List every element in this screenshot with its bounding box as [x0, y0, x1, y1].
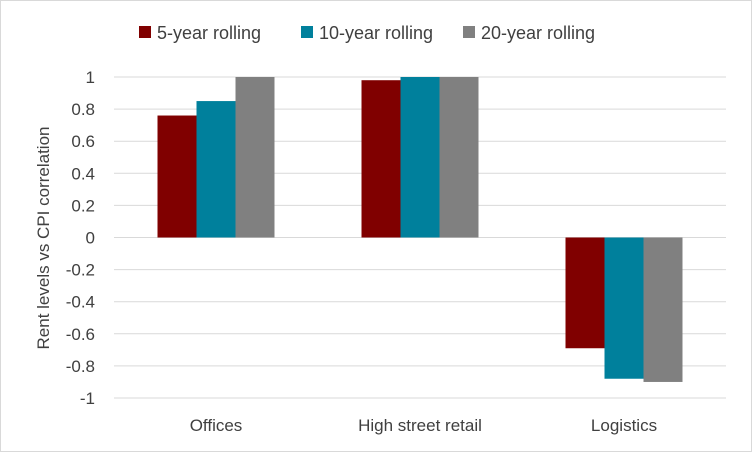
bar-logistics-series-3	[643, 237, 683, 382]
x-category-label: Offices	[190, 416, 243, 435]
y-tick-label: 0.6	[71, 132, 95, 151]
y-tick-label: 0.2	[71, 196, 95, 215]
bar-offices-series-2	[196, 101, 236, 238]
y-axis-title: Rent levels vs CPI correlation	[34, 127, 53, 350]
legend: 5-year rolling 10-year rolling 20-year rol…	[139, 23, 595, 43]
x-axis-category-labels: Offices High street retail Logistics	[190, 416, 657, 435]
bars	[157, 77, 683, 382]
bar-logistics-series-2	[604, 237, 644, 379]
bar-logistics-series-1	[565, 237, 605, 349]
legend-swatch	[463, 26, 475, 38]
y-tick-label: -0.6	[66, 325, 95, 344]
legend-label: 10-year rolling	[319, 23, 433, 43]
y-tick-label: 0.8	[71, 100, 95, 119]
bar-high-street-retail-series-2	[400, 77, 440, 238]
y-axis-tick-labels: 1 0.8 0.6 0.4 0.2 0 -0.2 -0.4 -0.6 -0.8 -1	[66, 68, 95, 408]
y-tick-label: -0.2	[66, 261, 95, 280]
y-tick-label: 1	[86, 68, 95, 87]
x-category-label: High street retail	[358, 416, 482, 435]
y-tick-label: -1	[80, 389, 95, 408]
y-tick-label: -0.4	[66, 293, 95, 312]
y-tick-label: 0.4	[71, 164, 95, 183]
legend-label: 5-year rolling	[157, 23, 261, 43]
bar-offices-series-1	[157, 115, 197, 238]
bar-offices-series-3	[235, 77, 275, 238]
y-tick-label: 0	[86, 229, 95, 248]
bar-high-street-retail-series-3	[439, 77, 479, 238]
legend-label: 20-year rolling	[481, 23, 595, 43]
y-tick-label: -0.8	[66, 357, 95, 376]
legend-swatch	[139, 26, 151, 38]
legend-swatch	[301, 26, 313, 38]
bar-high-street-retail-series-1	[361, 80, 401, 238]
x-category-label: Logistics	[591, 416, 657, 435]
